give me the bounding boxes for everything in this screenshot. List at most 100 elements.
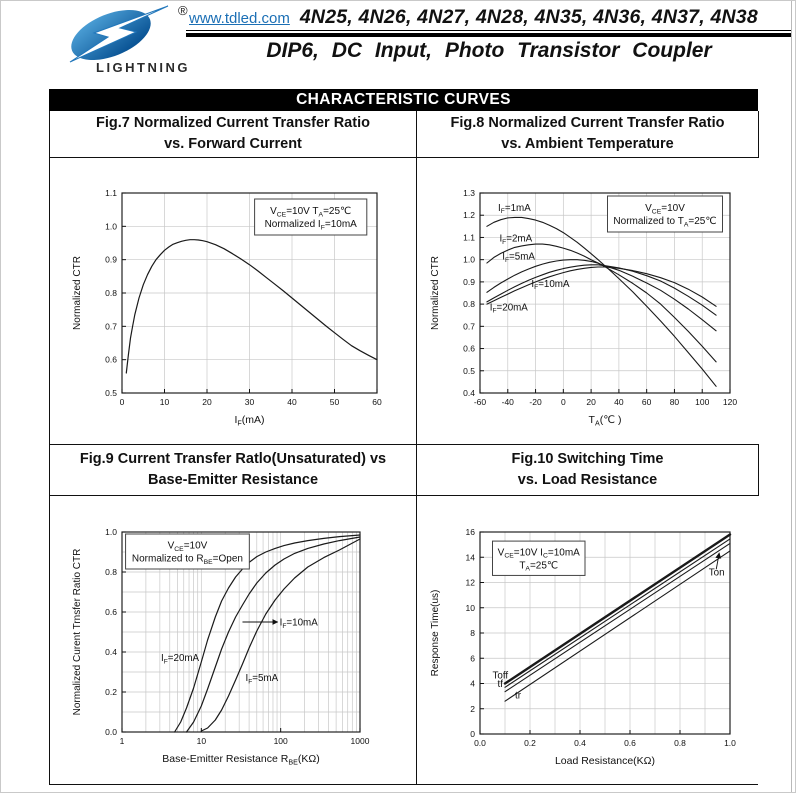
svg-text:Toff: Toff bbox=[493, 670, 509, 681]
svg-text:0.6: 0.6 bbox=[624, 738, 636, 748]
svg-text:0.0: 0.0 bbox=[474, 738, 486, 748]
svg-text:100: 100 bbox=[274, 736, 288, 746]
svg-text:6: 6 bbox=[470, 653, 475, 663]
fig10-title-line2: vs. Load Resistance bbox=[517, 472, 658, 488]
svg-text:80: 80 bbox=[670, 397, 680, 407]
header-thin-rule bbox=[186, 30, 792, 31]
page-edge-line bbox=[791, 1, 792, 792]
svg-text:12: 12 bbox=[466, 577, 476, 587]
svg-text:0.2: 0.2 bbox=[105, 687, 117, 697]
svg-text:TA=25℃: TA=25℃ bbox=[519, 560, 558, 572]
svg-text:Normalized to RBE=Open: Normalized to RBE=Open bbox=[132, 553, 243, 565]
svg-text:0.7: 0.7 bbox=[105, 321, 117, 331]
svg-text:0: 0 bbox=[470, 729, 475, 739]
svg-text:60: 60 bbox=[372, 397, 382, 407]
fig10-chart: VCE=10V IC=10mA TA=25℃ Toff tf tr Ton 0.0 0.2 0.… bbox=[416, 496, 759, 784]
svg-text:IF=5mA: IF=5mA bbox=[245, 673, 278, 685]
svg-text:0.8: 0.8 bbox=[463, 299, 475, 309]
fig9-title-line1: Fig.9 Current Transfer Ratlo(Unsaturated… bbox=[79, 451, 387, 467]
svg-text:0.0: 0.0 bbox=[105, 727, 117, 737]
svg-text:-20: -20 bbox=[529, 397, 542, 407]
svg-text:1000: 1000 bbox=[351, 736, 370, 746]
svg-text:0.4: 0.4 bbox=[463, 388, 475, 398]
fig10-title-line1: Fig.10 Switching Time bbox=[511, 451, 664, 467]
svg-text:1.0: 1.0 bbox=[463, 254, 475, 264]
fig8-plot: VCE=10V Normalized to TA=25℃ IF=1mA IF=2mA I… bbox=[418, 161, 758, 442]
fig9-title: Fig.9 Current Transfer Ratlo(Unsaturated… bbox=[50, 444, 416, 496]
fig7-title-line2: vs. Forward Current bbox=[164, 136, 302, 152]
lightning-bolt-icon bbox=[69, 5, 169, 63]
svg-text:1.1: 1.1 bbox=[105, 188, 117, 198]
svg-text:-40: -40 bbox=[502, 397, 515, 407]
svg-text:1.0: 1.0 bbox=[105, 221, 117, 231]
fig7-plot: VCE=10V TA=25℃ Normalized IF=10mA 0 10 20 30 4… bbox=[58, 161, 408, 442]
svg-text:IF=5mA: IF=5mA bbox=[502, 251, 535, 263]
fig10-plot: VCE=10V IC=10mA TA=25℃ Toff tf tr Ton 0.0 0.2 0.… bbox=[418, 498, 758, 783]
svg-text:0.4: 0.4 bbox=[105, 647, 117, 657]
svg-text:0.8: 0.8 bbox=[105, 567, 117, 577]
svg-text:1.0: 1.0 bbox=[724, 738, 736, 748]
svg-text:Normalized CTR: Normalized CTR bbox=[430, 256, 441, 330]
svg-text:VCE=10V: VCE=10V bbox=[168, 540, 208, 552]
svg-text:tr: tr bbox=[515, 690, 522, 701]
fig7-title: Fig.7 Normalized Current Transfer Ratio … bbox=[50, 111, 416, 158]
svg-text:50: 50 bbox=[330, 397, 340, 407]
svg-text:0.6: 0.6 bbox=[463, 343, 475, 353]
svg-text:tf: tf bbox=[498, 679, 504, 690]
figure-table: Fig.7 Normalized Current Transfer Ratio … bbox=[49, 111, 759, 785]
svg-text:0.5: 0.5 bbox=[105, 388, 117, 398]
svg-text:0.9: 0.9 bbox=[105, 254, 117, 264]
svg-text:Normalized IF=10mA: Normalized IF=10mA bbox=[265, 219, 358, 231]
svg-text:IF(mA): IF(mA) bbox=[234, 414, 264, 427]
svg-text:IF=1mA: IF=1mA bbox=[498, 202, 531, 214]
svg-text:Response Time(us): Response Time(us) bbox=[430, 589, 441, 676]
svg-text:1: 1 bbox=[120, 736, 125, 746]
svg-text:20: 20 bbox=[202, 397, 212, 407]
header-right: www.tdled.com 4N25, 4N26, 4N27, 4N28, 4N… bbox=[186, 6, 792, 63]
characteristic-curves-banner: CHARACTERISTIC CURVES bbox=[49, 89, 758, 111]
svg-text:IF=20mA: IF=20mA bbox=[490, 302, 529, 314]
svg-text:0.6: 0.6 bbox=[105, 607, 117, 617]
header-thick-rule bbox=[186, 32, 792, 37]
svg-text:14: 14 bbox=[466, 552, 476, 562]
svg-text:0: 0 bbox=[561, 397, 566, 407]
website-link[interactable]: www.tdled.com bbox=[189, 10, 290, 27]
svg-text:0.8: 0.8 bbox=[674, 738, 686, 748]
fig8-title: Fig.8 Normalized Current Transfer Ratio … bbox=[416, 111, 759, 158]
svg-text:Load Resistance(KΩ): Load Resistance(KΩ) bbox=[555, 755, 655, 767]
svg-text:IF=20mA: IF=20mA bbox=[161, 653, 200, 665]
svg-text:30: 30 bbox=[245, 397, 255, 407]
svg-text:VCE=10V IC=10mA: VCE=10V IC=10mA bbox=[498, 547, 581, 559]
svg-text:1.0: 1.0 bbox=[105, 527, 117, 537]
svg-text:IF=10mA: IF=10mA bbox=[531, 278, 570, 290]
svg-text:VCE=10V: VCE=10V bbox=[645, 203, 685, 215]
svg-text:VCE=10V TA=25℃: VCE=10V TA=25℃ bbox=[270, 206, 351, 218]
svg-text:0.9: 0.9 bbox=[463, 276, 475, 286]
svg-text:10: 10 bbox=[160, 397, 170, 407]
svg-text:IF=2mA: IF=2mA bbox=[499, 233, 532, 245]
svg-text:40: 40 bbox=[614, 397, 624, 407]
svg-text:0.2: 0.2 bbox=[524, 738, 536, 748]
svg-text:20: 20 bbox=[586, 397, 596, 407]
fig8-chart: VCE=10V Normalized to TA=25℃ IF=1mA IF=2mA I… bbox=[416, 158, 759, 444]
svg-text:IF=10mA: IF=10mA bbox=[280, 617, 319, 629]
svg-text:0.7: 0.7 bbox=[463, 321, 475, 331]
fig10-title: Fig.10 Switching Time vs. Load Resistanc… bbox=[416, 444, 759, 496]
svg-text:10: 10 bbox=[466, 602, 476, 612]
svg-text:100: 100 bbox=[695, 397, 709, 407]
fig9-title-line2: Base-Emitter Resistance bbox=[147, 472, 319, 488]
svg-text:4: 4 bbox=[470, 678, 475, 688]
svg-text:40: 40 bbox=[287, 397, 297, 407]
svg-text:TA(℃ ): TA(℃ ) bbox=[589, 414, 622, 427]
svg-text:Base-Emitter Resistance RBE(KΩ: Base-Emitter Resistance RBE(KΩ) bbox=[162, 753, 319, 766]
brand-name: LIGHTNING bbox=[96, 60, 190, 75]
header-top-row: www.tdled.com 4N25, 4N26, 4N27, 4N28, 4N… bbox=[186, 6, 792, 29]
registered-mark: ® bbox=[178, 3, 188, 18]
svg-text:-60: -60 bbox=[474, 397, 487, 407]
svg-text:2: 2 bbox=[470, 703, 475, 713]
